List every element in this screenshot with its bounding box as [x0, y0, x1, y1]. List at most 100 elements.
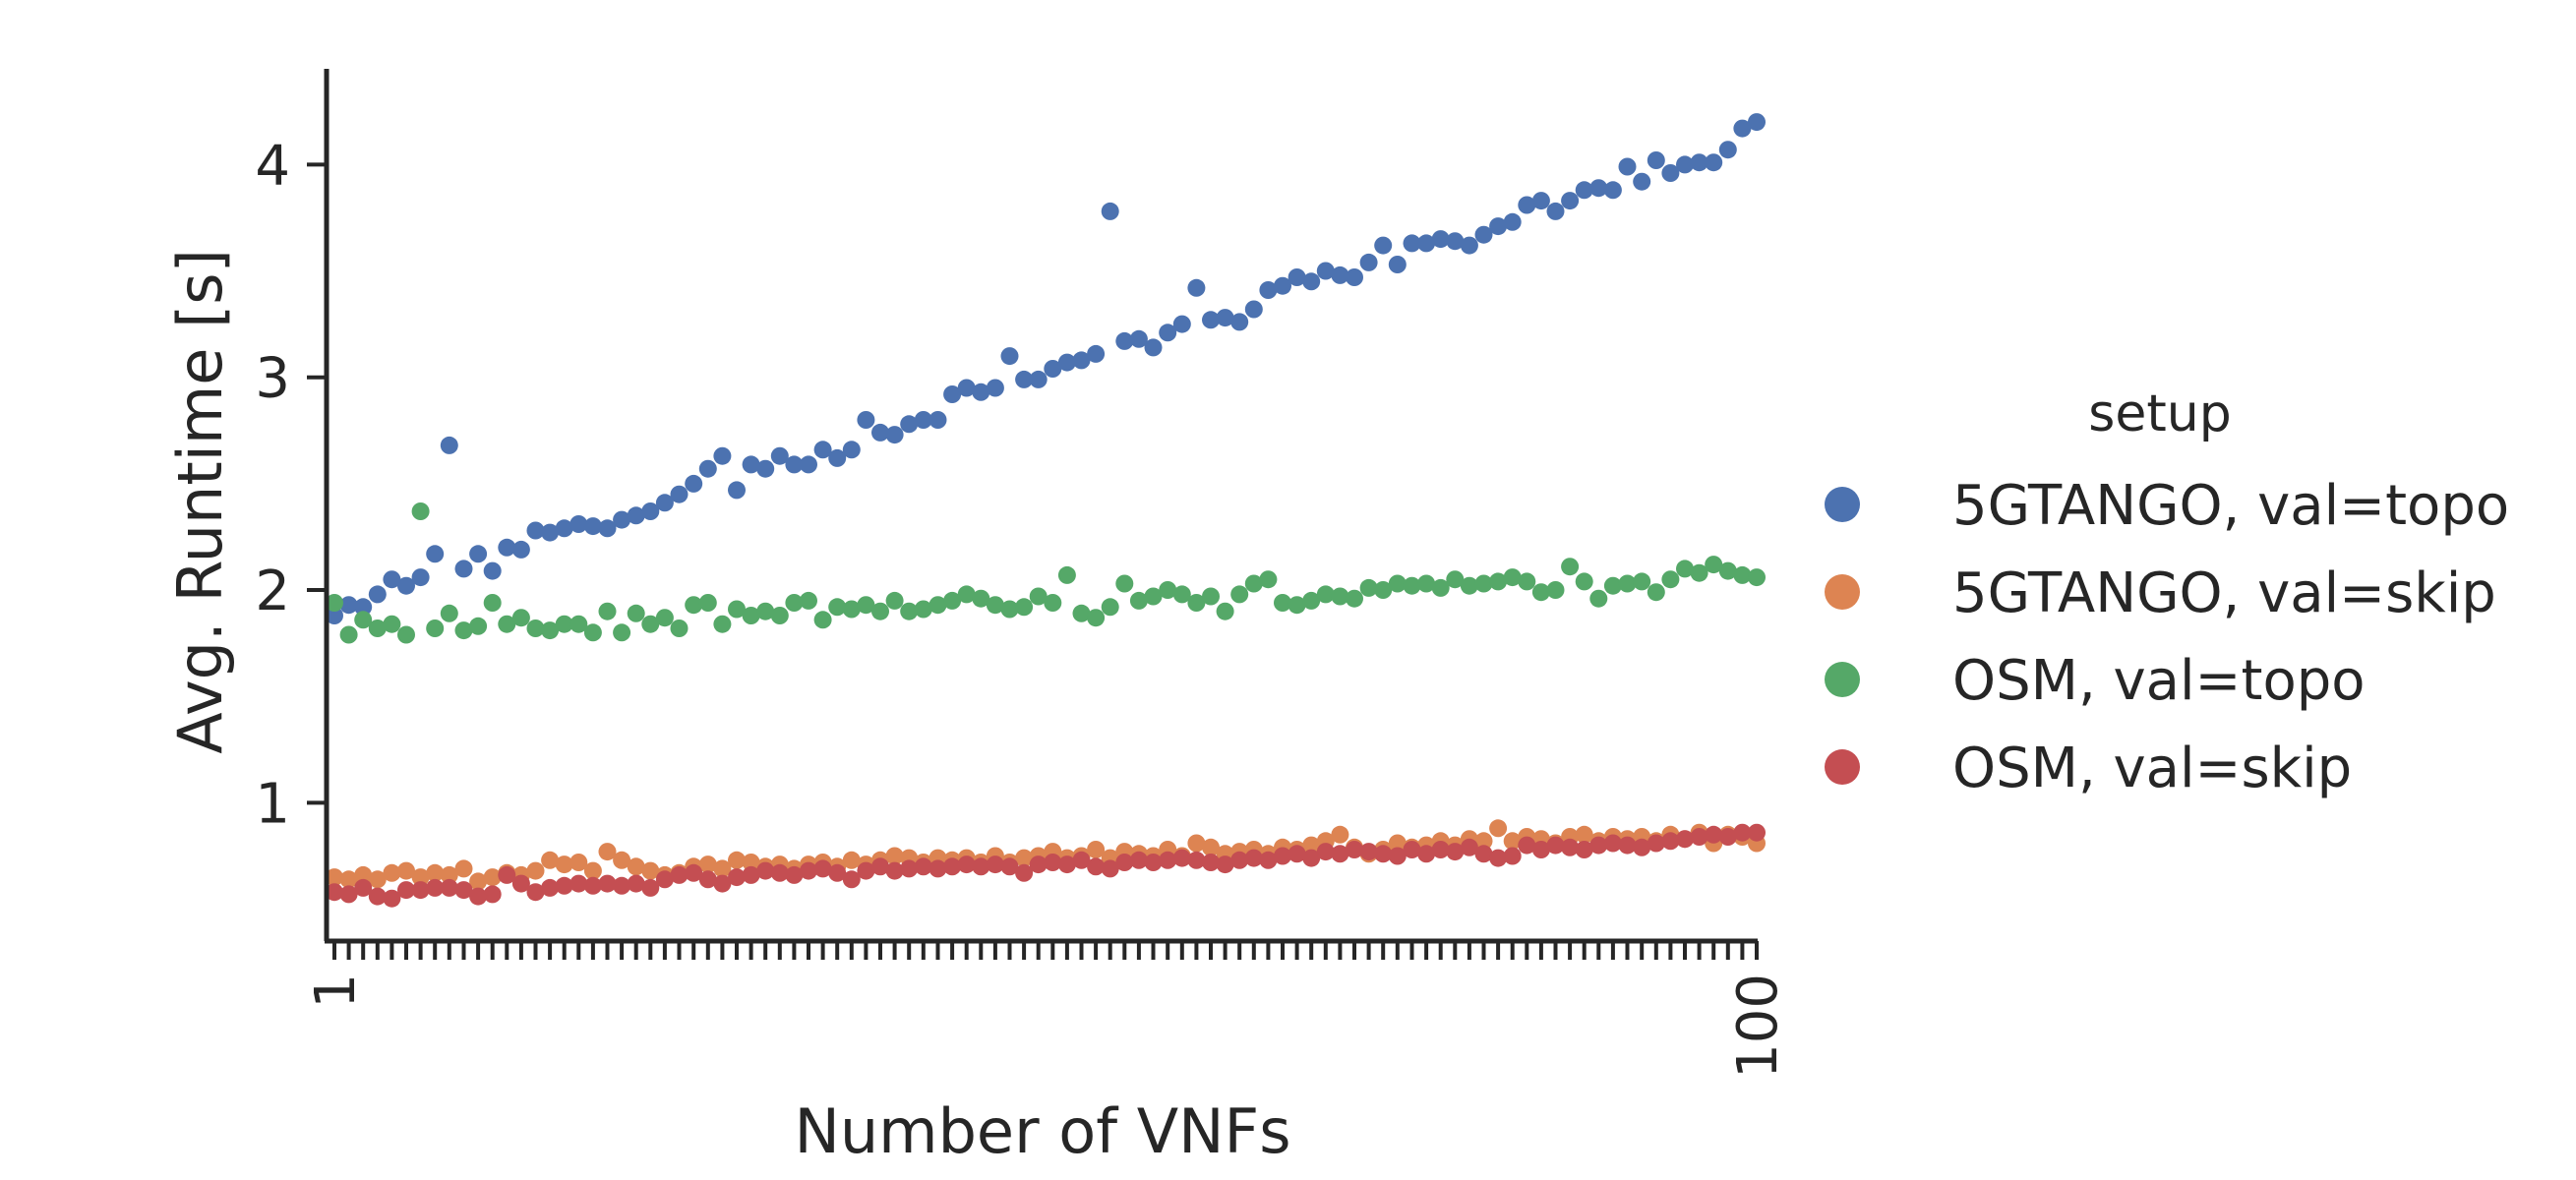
data-point	[957, 379, 976, 397]
data-point	[411, 868, 430, 887]
data-point	[1015, 370, 1034, 388]
data-point	[1633, 172, 1651, 191]
data-point	[800, 861, 817, 880]
data-point	[1244, 300, 1263, 319]
data-point	[1388, 847, 1407, 865]
y-axis-ticks: 1 2 3 4	[255, 134, 327, 836]
data-point	[1302, 836, 1321, 855]
data-point	[698, 459, 717, 478]
data-point	[1346, 268, 1363, 286]
data-point	[326, 868, 343, 887]
data-point	[1359, 253, 1378, 271]
data-point	[1633, 572, 1651, 591]
data-point	[885, 426, 904, 444]
data-point	[1518, 196, 1536, 214]
data-point	[511, 609, 530, 627]
data-point	[411, 881, 430, 900]
data-point	[1676, 830, 1694, 849]
data-point	[1676, 155, 1694, 174]
data-point	[569, 874, 588, 893]
data-point	[1346, 589, 1363, 608]
data-point	[426, 545, 445, 563]
data-point	[1072, 604, 1091, 622]
data-point	[383, 889, 401, 908]
data-point	[397, 881, 415, 900]
data-point	[1044, 854, 1062, 871]
data-point	[813, 859, 832, 878]
data-point	[1316, 585, 1335, 604]
legend-items: 5GTANGO, val=topo 5GTANGO, val=skip OSM, v…	[1825, 474, 2509, 800]
data-point	[770, 863, 789, 882]
data-point	[1489, 849, 1508, 867]
legend-title: setup	[2088, 384, 2231, 443]
data-point	[1230, 851, 1249, 869]
data-point	[986, 856, 1004, 874]
data-point	[1172, 315, 1191, 333]
data-point	[842, 870, 861, 889]
data-point	[469, 617, 488, 635]
data-point	[1087, 841, 1106, 858]
data-point	[1546, 202, 1565, 220]
data-point	[1144, 338, 1163, 357]
data-point	[957, 856, 976, 874]
data-point	[511, 874, 530, 893]
data-point	[555, 519, 573, 538]
legend-marker	[1825, 487, 1860, 522]
series-1	[326, 819, 1766, 891]
data-point	[1129, 591, 1148, 610]
data-point	[1733, 823, 1752, 842]
data-point	[756, 459, 775, 478]
data-point	[1302, 591, 1321, 610]
data-point	[1057, 856, 1076, 874]
data-point	[1460, 576, 1478, 595]
data-point	[613, 876, 631, 895]
data-point	[1087, 609, 1106, 627]
data-point	[1374, 581, 1393, 599]
data-point	[1216, 309, 1234, 327]
data-point	[1359, 578, 1378, 597]
data-point	[957, 585, 976, 604]
data-point	[1172, 585, 1191, 604]
data-point	[1705, 153, 1723, 172]
data-point	[1101, 859, 1119, 878]
data-point	[1705, 556, 1723, 574]
data-point	[1359, 843, 1378, 861]
data-point	[1733, 119, 1752, 138]
data-point	[770, 446, 789, 465]
data-point	[1647, 583, 1665, 602]
data-point	[583, 861, 602, 880]
data-point	[1474, 225, 1493, 244]
data-point	[943, 857, 962, 876]
data-point	[1000, 600, 1019, 619]
data-point	[986, 379, 1004, 397]
data-point	[1603, 576, 1622, 595]
data-point	[698, 856, 717, 874]
data-point	[1446, 843, 1465, 861]
data-point	[929, 859, 947, 878]
data-point	[1302, 849, 1321, 867]
data-point	[1000, 857, 1019, 876]
data-point	[326, 883, 343, 902]
data-point	[713, 874, 732, 893]
data-point	[627, 604, 645, 622]
data-point	[914, 411, 932, 429]
data-point	[454, 881, 473, 900]
data-point	[900, 859, 919, 878]
data-point	[1474, 832, 1493, 851]
data-point	[641, 878, 660, 897]
data-point	[354, 611, 373, 629]
data-point	[943, 385, 962, 403]
data-point	[1575, 181, 1593, 200]
data-point	[1288, 845, 1306, 863]
data-point	[728, 481, 746, 500]
data-point	[1690, 563, 1708, 582]
data-point	[1489, 217, 1508, 236]
data-point	[1718, 828, 1737, 846]
data-point	[1748, 823, 1766, 842]
data-point	[670, 485, 689, 503]
data-point	[541, 523, 560, 542]
data-point	[583, 623, 602, 642]
data-point	[1518, 836, 1536, 855]
data-point	[1057, 353, 1076, 372]
